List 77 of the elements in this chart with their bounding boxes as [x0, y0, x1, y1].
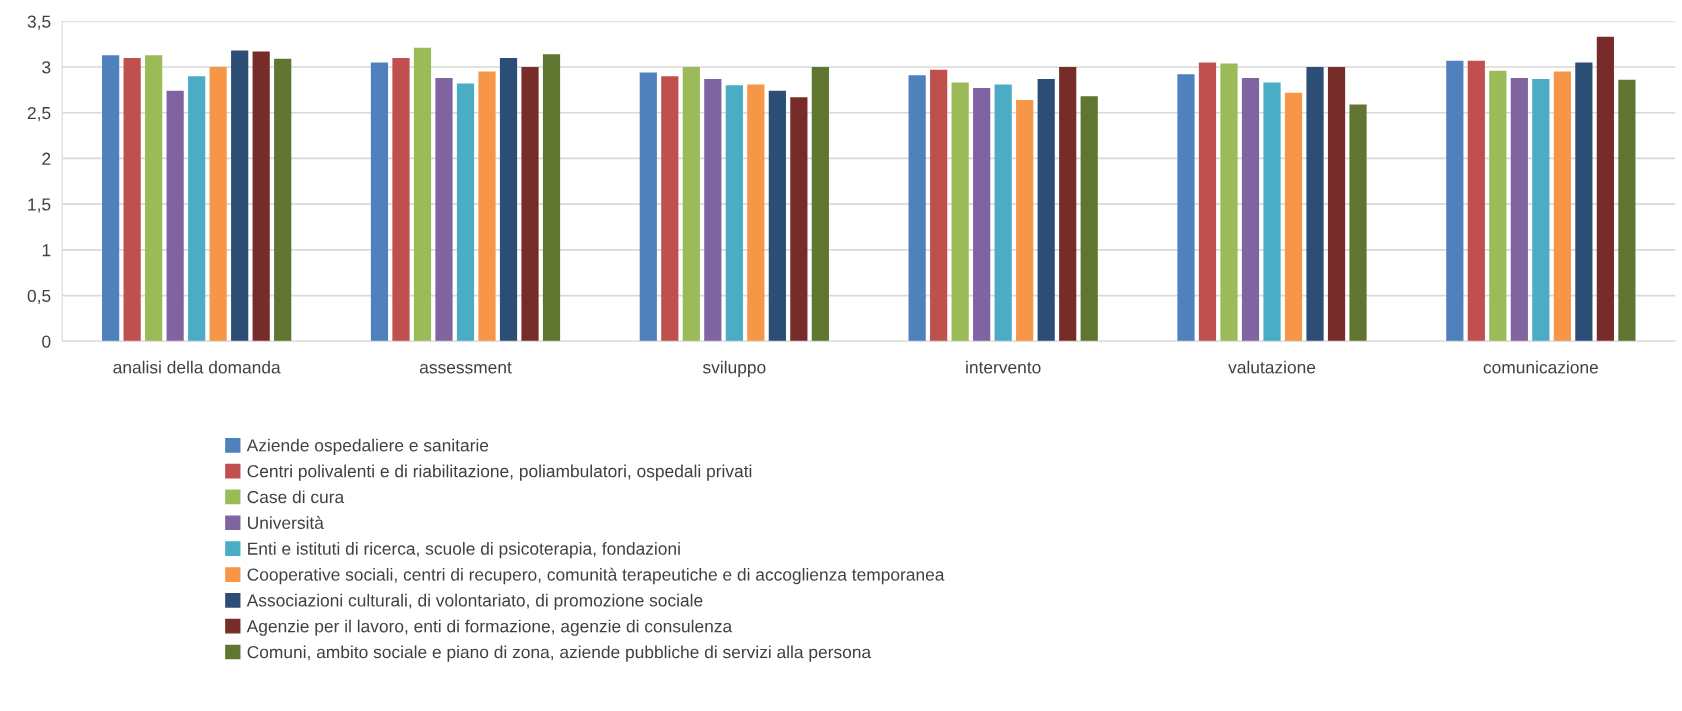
bar	[1263, 82, 1281, 342]
bar	[542, 54, 561, 342]
bar	[930, 69, 948, 342]
y-tick-label: 1,5	[28, 198, 51, 213]
y-tick-label: 0	[42, 335, 51, 348]
bar	[747, 84, 765, 342]
x-tick-label: comunicazione	[1483, 360, 1598, 374]
bar	[1284, 92, 1303, 342]
bar	[499, 57, 518, 342]
bar	[231, 50, 249, 342]
bar	[145, 55, 163, 342]
bar	[456, 83, 475, 342]
bar	[370, 62, 389, 342]
bar	[1575, 62, 1593, 342]
bar	[994, 84, 1012, 342]
legend-label: Agenzie per il lavoro, enti di formazione, agenzie di consulenza	[246, 619, 733, 636]
y-tick-label: 0,5	[27, 289, 51, 305]
bar	[1467, 60, 1485, 342]
bar	[1349, 104, 1367, 342]
bar	[790, 97, 808, 342]
y-tick-label: 2	[42, 152, 51, 165]
legend-label: Università	[248, 516, 324, 529]
bar	[478, 71, 496, 342]
x-tick-label: analisi della domanda	[113, 360, 281, 374]
x-tick-label: valutazione	[1228, 360, 1316, 374]
y-tick-label: 1	[42, 244, 51, 257]
bar	[1220, 63, 1238, 342]
bar	[413, 47, 432, 342]
bar	[1177, 74, 1195, 342]
bar	[1080, 96, 1098, 342]
bar	[661, 76, 679, 342]
x-tick-label: intervento	[966, 360, 1041, 374]
bar	[435, 78, 453, 342]
bar	[1059, 67, 1077, 342]
bar	[639, 72, 657, 342]
bar	[1489, 70, 1507, 342]
bar	[811, 67, 829, 342]
bar	[725, 85, 743, 342]
legend-label: Cooperative sociali, centri di recupero, comunità terapeutiche e di accoglienza temporanea	[247, 567, 945, 585]
bar	[1618, 79, 1636, 342]
bar	[973, 88, 991, 342]
bar	[209, 67, 227, 342]
bar	[1553, 71, 1571, 342]
bar	[1446, 60, 1464, 342]
bar	[166, 90, 184, 342]
bar	[1306, 67, 1324, 342]
bar	[123, 57, 141, 342]
legend-label: Centri polivalenti e di riabilitazione, poliambulatori, ospedali privati	[247, 464, 752, 481]
legend-label: Enti e istituti di ricerca, scuole di psicoterapia, fondazioni	[248, 542, 680, 559]
bar	[274, 58, 292, 342]
legend-label: Aziende ospedaliere e sanitarie	[246, 438, 489, 455]
bar	[102, 55, 120, 342]
bar	[1510, 78, 1528, 342]
bar	[1327, 67, 1346, 342]
bar	[1532, 78, 1550, 342]
bar	[768, 90, 786, 342]
bar	[951, 82, 969, 342]
bar	[392, 57, 410, 342]
bar	[1037, 78, 1055, 342]
x-tick-label: assessment	[419, 362, 512, 374]
x-tick-label: sviluppo	[702, 360, 766, 377]
bar	[1016, 99, 1034, 342]
legend-label: Case di cura	[247, 490, 345, 504]
bar	[908, 75, 926, 342]
bar	[1241, 78, 1260, 342]
bar	[704, 78, 722, 342]
legend-label: Comuni, ambito sociale e piano di zona, aziende pubbliche di servizi alla persona	[247, 645, 872, 662]
y-tick-label: 3,5	[27, 15, 51, 30]
bar	[1596, 36, 1614, 342]
bar	[252, 51, 270, 342]
bar	[521, 67, 539, 342]
bar	[1198, 62, 1217, 342]
bar	[188, 76, 206, 342]
y-tick-label: 2,5	[27, 106, 51, 122]
legend-label: Associazioni culturali, di volontariato, di promozione sociale	[246, 593, 703, 611]
y-tick-label: 3	[42, 61, 51, 74]
bar	[682, 67, 700, 342]
